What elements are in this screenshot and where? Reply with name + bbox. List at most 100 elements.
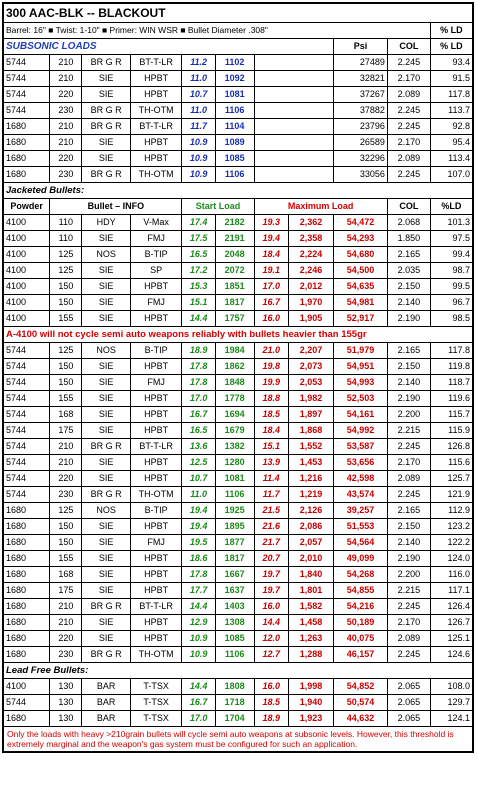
powder-cell: 4100 — [2, 214, 51, 231]
ld-cell: 99.5 — [429, 278, 474, 295]
max-charge-cell: 16.0 — [253, 310, 289, 327]
bullet-maker-cell: SIE — [81, 358, 131, 375]
psi-cell: 23796 — [333, 118, 388, 135]
velocity-cell: 1106 — [214, 102, 255, 119]
bullet-weight-cell: 168 — [49, 406, 83, 423]
powder-cell: 5744 — [2, 358, 51, 375]
start-charge-cell: 17.2 — [181, 262, 216, 279]
ld-cell: 118.7 — [429, 374, 474, 391]
max-charge-cell: 21.7 — [253, 534, 289, 551]
max-charge-cell: 18.9 — [253, 710, 289, 727]
start-velocity-cell: 1106 — [214, 486, 255, 503]
col-cell: 2.089 — [386, 470, 431, 487]
bullet-type-cell: HPBT — [129, 406, 183, 423]
col-cell: 2.215 — [386, 422, 431, 439]
bullet-weight-cell: 220 — [49, 470, 83, 487]
bullet-maker-cell: SIE — [81, 310, 131, 327]
max-psi-cell: 54,500 — [333, 262, 388, 279]
leadfree-row: 1680 130 BAR T-TSX 17.0 1704 18.9 1,923 44,632 2.… — [2, 710, 474, 727]
start-charge-cell: 17.0 — [181, 390, 216, 407]
col-cell: 2.245 — [386, 598, 431, 615]
bullet-type-cell: T-TSX — [129, 678, 183, 695]
bullet-weight-cell: 155 — [49, 390, 83, 407]
bullet-maker-cell: BR G R — [81, 166, 131, 183]
max-velocity-cell: 2,246 — [287, 262, 335, 279]
bullet-maker-cell: SIE — [81, 534, 131, 551]
max-velocity-cell: 2,010 — [287, 550, 335, 567]
start-velocity-cell: 1081 — [214, 470, 255, 487]
jacketed-row: 4100 150 SIE FMJ 15.1 1817 16.7 1,970 54,981 2.14… — [2, 294, 474, 311]
col-cell: 2.065 — [386, 694, 431, 711]
start-velocity-cell: 1808 — [214, 678, 255, 695]
col-cell: 2.245 — [386, 486, 431, 503]
bullet-weight-cell: 155 — [49, 550, 83, 567]
ld-cell: 98.7 — [429, 262, 474, 279]
bullet-info-header: Bullet – INFO — [49, 198, 183, 215]
powder-cell: 5744 — [2, 342, 51, 359]
subsonic-row: 1680 230 BR G R TH-OTM 10.9 1106 33056 2.245 107… — [2, 166, 474, 183]
max-charge-cell: 21.0 — [253, 342, 289, 359]
start-velocity-cell: 1895 — [214, 518, 255, 535]
psi-cell: 27489 — [333, 54, 388, 71]
start-velocity-cell: 1877 — [214, 534, 255, 551]
bullet-type-cell: B-TIP — [129, 246, 183, 263]
powder-cell: 4100 — [2, 278, 51, 295]
max-velocity-cell: 1,458 — [287, 614, 335, 631]
powder-cell: 1680 — [2, 550, 51, 567]
max-charge-cell: 21.5 — [253, 502, 289, 519]
bullet-maker-cell: SIE — [81, 230, 131, 247]
start-velocity-cell: 1085 — [214, 630, 255, 647]
col-cell: 2.190 — [386, 390, 431, 407]
max-psi-cell: 52,917 — [333, 310, 388, 327]
col-cell: 2.215 — [386, 582, 431, 599]
bullet-type-cell: TH-OTM — [129, 102, 183, 119]
bullet-maker-cell: BR G R — [81, 486, 131, 503]
start-charge-cell: 16.5 — [181, 246, 216, 263]
powder-cell: 1680 — [2, 582, 51, 599]
subsonic-rows: 5744 210 BR G R BT-T-LR 11.2 1102 27489 2.245 93… — [2, 54, 474, 183]
empty-cell — [253, 166, 335, 183]
bullet-type-cell: HPBT — [129, 134, 183, 151]
bullet-weight-cell: 125 — [49, 246, 83, 263]
bullet-type-cell: HPBT — [129, 150, 183, 167]
bullet-type-cell: HPBT — [129, 358, 183, 375]
empty-cell — [253, 118, 335, 135]
bullet-maker-cell: BR G R — [81, 102, 131, 119]
bullet-type-cell: TH-OTM — [129, 486, 183, 503]
max-psi-cell: 54,635 — [333, 278, 388, 295]
bullet-maker-cell: SIE — [81, 134, 131, 151]
bullet-maker-cell: SIE — [81, 582, 131, 599]
max-psi-cell: 54,161 — [333, 406, 388, 423]
max-psi-cell: 53,587 — [333, 438, 388, 455]
start-velocity-cell: 2182 — [214, 214, 255, 231]
jacketed-row: 4100 110 SIE FMJ 17.5 2191 19.4 2,358 54,293 1.85… — [2, 230, 474, 247]
start-charge-cell: 12.5 — [181, 454, 216, 471]
subsonic-row: 5744 220 SIE HPBT 10.7 1081 37267 2.089 117.8 — [2, 86, 474, 103]
bullet-weight-cell: 125 — [49, 262, 83, 279]
powder-cell: 5744 — [2, 374, 51, 391]
start-velocity-cell: 1382 — [214, 438, 255, 455]
bullet-type-cell: FMJ — [129, 534, 183, 551]
powder-cell: 1680 — [2, 518, 51, 535]
max-velocity-cell: 2,362 — [287, 214, 335, 231]
bullet-type-cell: HPBT — [129, 566, 183, 583]
bullet-type-cell: SP — [129, 262, 183, 279]
bullet-weight-cell: 230 — [49, 102, 83, 119]
charge-cell: 11.0 — [181, 70, 216, 87]
powder-cell: 4100 — [2, 678, 51, 695]
bullet-maker-cell: SIE — [81, 406, 131, 423]
max-charge-cell: 12.7 — [253, 646, 289, 663]
jacketed-rows-2: 5744 125 NOS B-TIP 18.9 1984 21.0 2,207 51,979 2.… — [2, 342, 474, 663]
max-velocity-cell: 1,998 — [287, 678, 335, 695]
velocity-cell: 1092 — [214, 70, 255, 87]
bullet-maker-cell: BR G R — [81, 438, 131, 455]
max-charge-cell: 12.0 — [253, 630, 289, 647]
col-cell: 2.089 — [386, 150, 431, 167]
leadfree-row: 5744 130 BAR T-TSX 16.7 1718 18.5 1,940 50,574 2.… — [2, 694, 474, 711]
bullet-weight-cell: 230 — [49, 486, 83, 503]
powder-cell: 5744 — [2, 470, 51, 487]
velocity-cell: 1106 — [214, 166, 255, 183]
col-cell: 2.170 — [386, 454, 431, 471]
max-charge-cell: 13.9 — [253, 454, 289, 471]
start-velocity-cell: 1403 — [214, 598, 255, 615]
